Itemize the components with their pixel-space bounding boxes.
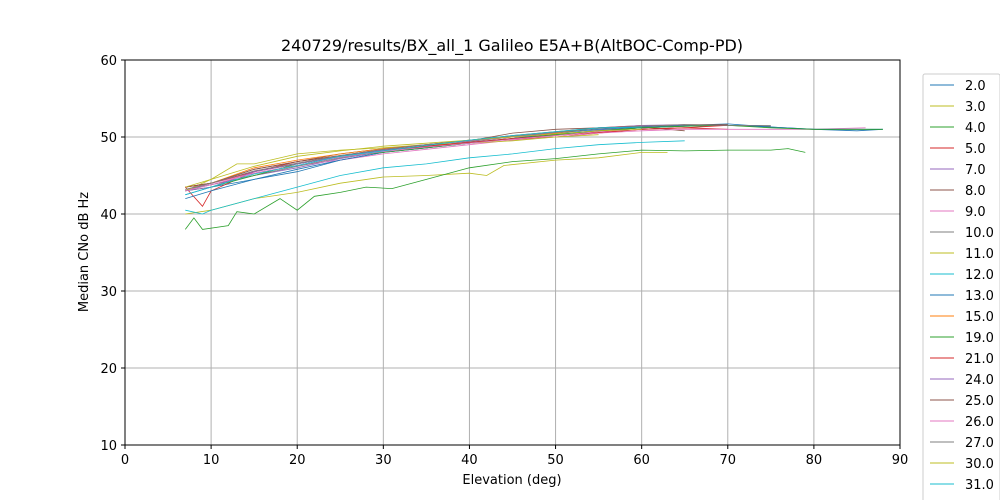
series-line-30.0 — [185, 128, 642, 188]
series-group — [184, 123, 883, 230]
series-line-26.0 — [185, 128, 642, 192]
legend-label: 5.0 — [965, 142, 986, 157]
y-tick-label: 50 — [100, 131, 117, 146]
legend-label: 3.0 — [965, 100, 986, 115]
legend: 2.0 3.0 4.0 5.0 7.0 8.0 9.0 10.0 11.0 12.0 13.0 15.… — [922, 73, 1000, 500]
legend-label: 7.0 — [965, 163, 986, 178]
legend-label: 30.0 — [965, 457, 994, 472]
plot-frame — [124, 59, 901, 446]
legend-label: 19.0 — [965, 331, 994, 346]
series-line-3.0 — [185, 151, 668, 215]
y-tick-label: 60 — [100, 54, 117, 69]
x-tick-label: 40 — [461, 453, 478, 468]
y-axis-label: Median CNo dB Hz — [77, 192, 92, 312]
x-tick-label: 60 — [633, 453, 650, 468]
x-tick-label: 70 — [720, 453, 737, 468]
legend-label: 15.0 — [965, 310, 994, 325]
legend-label: 12.0 — [965, 268, 994, 283]
x-tick-label: 0 — [121, 453, 129, 468]
x-tick-label: 10 — [203, 453, 220, 468]
legend-label: 24.0 — [965, 373, 994, 388]
x-tick-label: 30 — [375, 453, 392, 468]
x-tick-label: 50 — [547, 453, 564, 468]
legend-label: 31.0 — [965, 478, 994, 493]
x-axis-label: Elevation (deg) — [462, 473, 561, 488]
legend-label: 2.0 — [965, 79, 986, 94]
legend-label: 9.0 — [965, 205, 986, 220]
legend-label: 13.0 — [965, 289, 994, 304]
series-line-12.0 — [185, 140, 685, 215]
x-tick-label: 90 — [892, 453, 909, 468]
y-tick-label: 30 — [100, 285, 117, 300]
series-line-4.0 — [184, 148, 806, 230]
legend-label: 27.0 — [965, 436, 994, 451]
legend-frame — [922, 73, 1000, 500]
legend-label: 25.0 — [965, 394, 994, 409]
y-tick-label: 10 — [100, 439, 117, 454]
legend-label: 21.0 — [965, 352, 994, 367]
x-tick-label: 80 — [806, 453, 823, 468]
chart-title: 240729/results/BX_all_1 Galileo E5A+B(Al… — [281, 36, 743, 56]
y-tick-label: 40 — [100, 208, 117, 223]
series-line-31.0 — [185, 126, 642, 196]
legend-label: 11.0 — [965, 247, 994, 262]
x-tick-label: 20 — [289, 453, 306, 468]
legend-label: 10.0 — [965, 226, 994, 241]
ticks: 0 10 20 30 40 50 60 70 80 90 10 20 30 40 50 60 — [100, 54, 908, 468]
y-tick-label: 20 — [100, 362, 117, 377]
legend-label: 8.0 — [965, 184, 986, 199]
legend-label: 4.0 — [965, 121, 986, 136]
legend-label: 26.0 — [965, 415, 994, 430]
